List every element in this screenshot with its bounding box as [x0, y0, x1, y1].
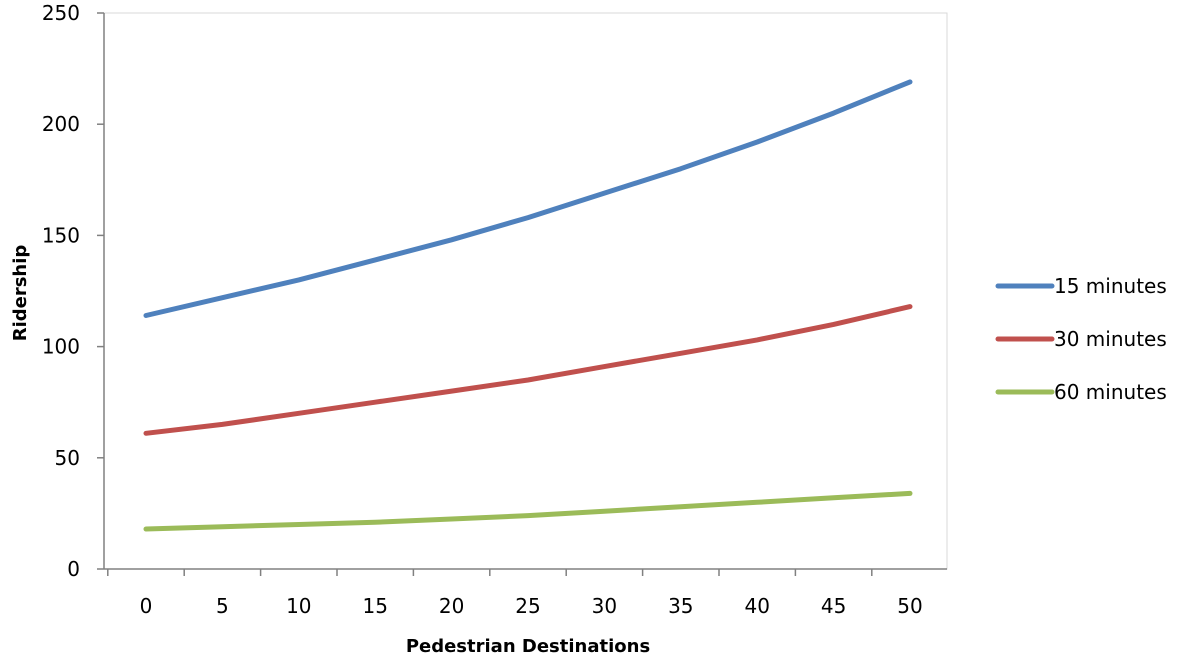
y-tick-label: 150	[42, 223, 80, 247]
legend-label: 15 minutes	[1054, 274, 1167, 298]
y-axis-title: Ridership	[10, 245, 31, 342]
y-axis-ticks: 0 50 100 150 200 250	[42, 1, 104, 581]
x-tick-label: 15	[362, 594, 387, 618]
x-tick-label: 20	[439, 594, 464, 618]
series-lines	[143, 79, 913, 532]
x-tick-label: 40	[744, 594, 769, 618]
series-line-30-minutes	[143, 304, 913, 436]
x-axis-title: Pedestrian Destinations	[406, 636, 650, 657]
x-tick-label: 25	[515, 594, 540, 618]
x-tick-label: 30	[592, 594, 617, 618]
series-line-60-minutes	[143, 490, 913, 532]
x-tick-label: 50	[897, 594, 922, 618]
series-line-15-minutes	[143, 79, 913, 318]
plot-frame	[103, 12, 948, 570]
x-axis-ticks: 0 5 10 15 20 25 30 35 40 45 50	[107, 569, 923, 618]
x-tick-label: 0	[140, 594, 153, 618]
y-tick-label: 0	[67, 557, 80, 581]
x-tick-label: 5	[216, 594, 229, 618]
x-tick-label: 35	[668, 594, 693, 618]
plot-area	[103, 12, 948, 570]
legend-label: 30 minutes	[1054, 327, 1167, 351]
legend: 15 minutes 30 minutes 60 minutes	[995, 274, 1167, 404]
legend-label: 60 minutes	[1054, 380, 1167, 404]
y-tick-label: 100	[42, 335, 80, 359]
y-tick-label: 50	[55, 446, 80, 470]
x-tick-label: 10	[286, 594, 311, 618]
y-tick-label: 200	[42, 112, 80, 136]
x-tick-label: 45	[821, 594, 846, 618]
y-tick-label: 250	[42, 1, 80, 25]
